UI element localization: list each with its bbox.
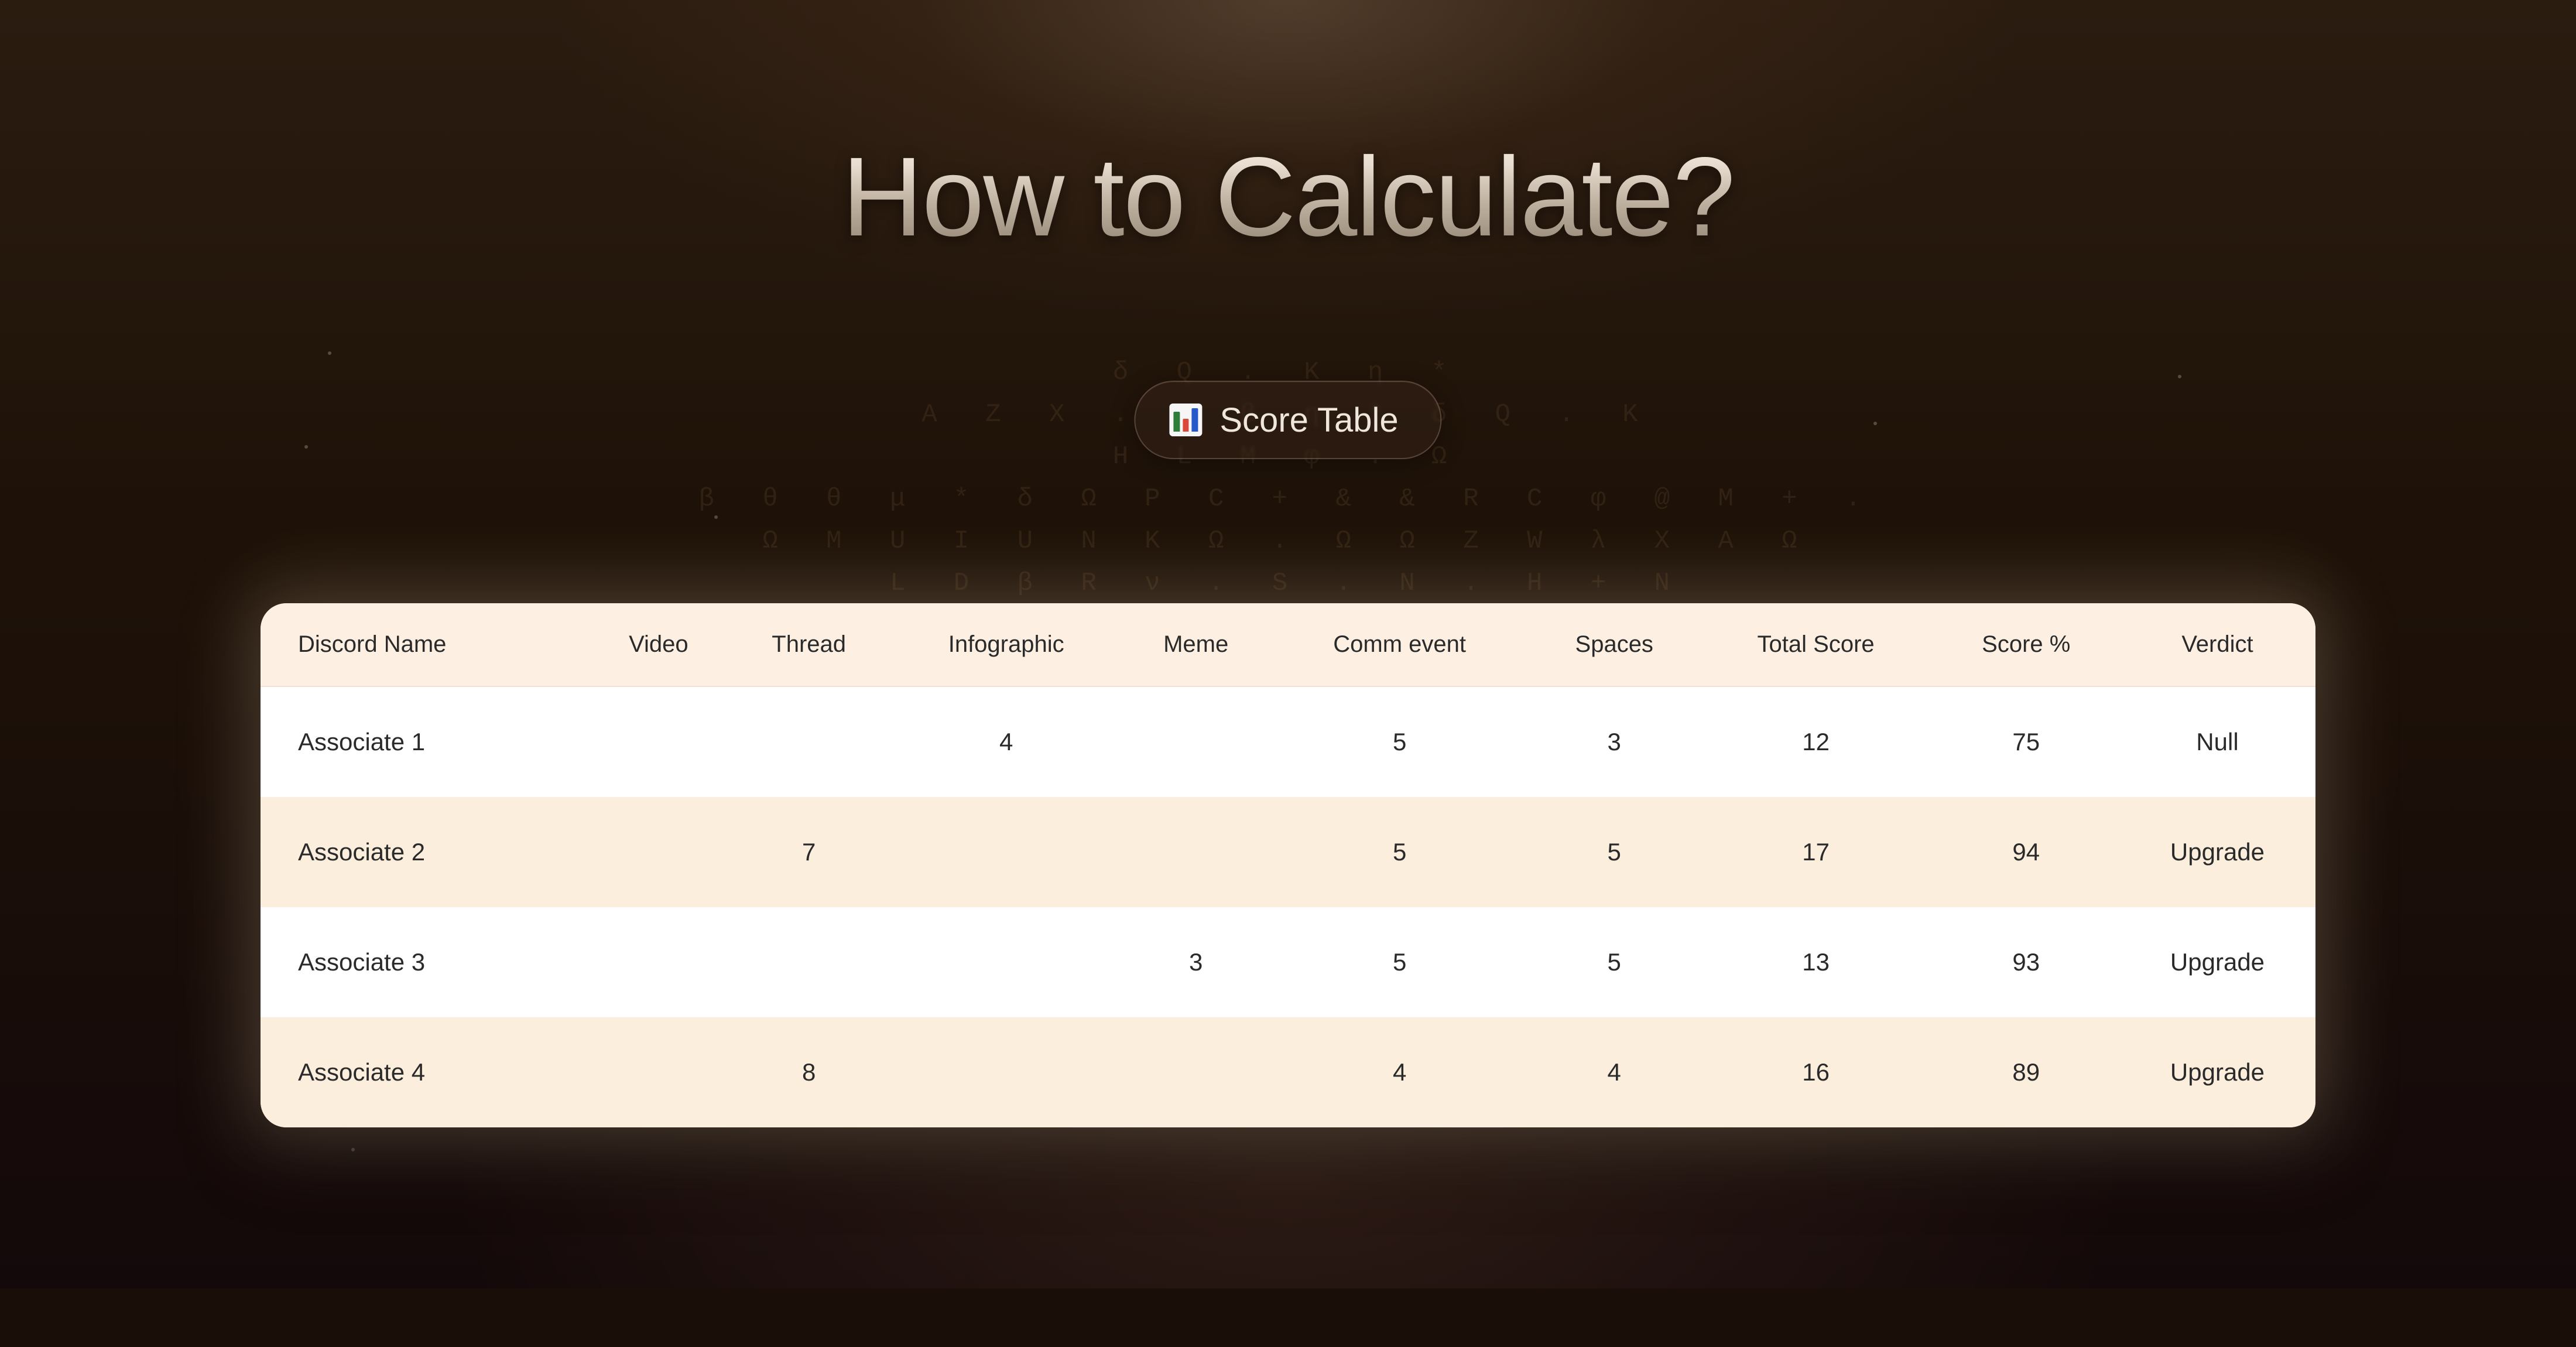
col-video: Video — [590, 603, 728, 686]
table-row: Associate 33551393Upgrade — [261, 907, 2315, 1017]
cell-comm_event: 5 — [1270, 907, 1530, 1017]
table-header-row: Discord NameVideoThreadInfographicMemeCo… — [261, 603, 2315, 686]
cell-infographic — [890, 1017, 1122, 1127]
cell-verdict: Null — [2119, 686, 2315, 797]
cell-infographic: 4 — [890, 686, 1122, 797]
col-name: Discord Name — [261, 603, 590, 686]
cell-total: 17 — [1699, 797, 1933, 907]
cell-verdict: Upgrade — [2119, 907, 2315, 1017]
cell-name: Associate 2 — [261, 797, 590, 907]
col-meme: Meme — [1122, 603, 1270, 686]
table-body: Associate 14531275NullAssociate 27551794… — [261, 686, 2315, 1127]
cell-video — [590, 797, 728, 907]
col-thread: Thread — [728, 603, 890, 686]
cell-spaces: 5 — [1530, 797, 1699, 907]
score-table-badge-label: Score Table — [1220, 401, 1398, 440]
cell-thread: 8 — [728, 1017, 890, 1127]
col-verdict: Verdict — [2119, 603, 2315, 686]
col-comm_event: Comm event — [1270, 603, 1530, 686]
cell-verdict: Upgrade — [2119, 797, 2315, 907]
score-table-badge: Score Table — [1134, 381, 1441, 459]
col-score_pct: Score % — [1933, 603, 2119, 686]
cell-thread: 7 — [728, 797, 890, 907]
cell-total: 16 — [1699, 1017, 1933, 1127]
cell-total: 12 — [1699, 686, 1933, 797]
table-row: Associate 27551794Upgrade — [261, 797, 2315, 907]
cell-name: Associate 3 — [261, 907, 590, 1017]
cell-verdict: Upgrade — [2119, 1017, 2315, 1127]
bar-chart-icon — [1169, 404, 1202, 436]
score-table: Discord NameVideoThreadInfographicMemeCo… — [261, 603, 2315, 1127]
cell-score_pct: 94 — [1933, 797, 2119, 907]
cell-infographic — [890, 907, 1122, 1017]
cell-video — [590, 907, 728, 1017]
cell-video — [590, 686, 728, 797]
cell-comm_event: 5 — [1270, 686, 1530, 797]
cell-spaces: 5 — [1530, 907, 1699, 1017]
cell-infographic — [890, 797, 1122, 907]
page-title: How to Calculate? — [0, 132, 2576, 261]
cell-score_pct: 93 — [1933, 907, 2119, 1017]
cell-spaces: 4 — [1530, 1017, 1699, 1127]
cell-meme — [1122, 797, 1270, 907]
col-infographic: Infographic — [890, 603, 1122, 686]
cell-meme — [1122, 1017, 1270, 1127]
cell-score_pct: 75 — [1933, 686, 2119, 797]
cell-total: 13 — [1699, 907, 1933, 1017]
cell-meme — [1122, 686, 1270, 797]
cell-name: Associate 1 — [261, 686, 590, 797]
col-spaces: Spaces — [1530, 603, 1699, 686]
cell-comm_event: 4 — [1270, 1017, 1530, 1127]
cell-name: Associate 4 — [261, 1017, 590, 1127]
cell-score_pct: 89 — [1933, 1017, 2119, 1127]
table-row: Associate 1 4 531275Null — [261, 686, 2315, 797]
col-total: Total Score — [1699, 603, 1933, 686]
cell-thread — [728, 907, 890, 1017]
cell-comm_event: 5 — [1270, 797, 1530, 907]
cell-video — [590, 1017, 728, 1127]
cell-thread — [728, 686, 890, 797]
table-row: Associate 48441689Upgrade — [261, 1017, 2315, 1127]
cell-spaces: 3 — [1530, 686, 1699, 797]
cell-meme: 3 — [1122, 907, 1270, 1017]
score-table-container: Discord NameVideoThreadInfographicMemeCo… — [261, 603, 2315, 1127]
